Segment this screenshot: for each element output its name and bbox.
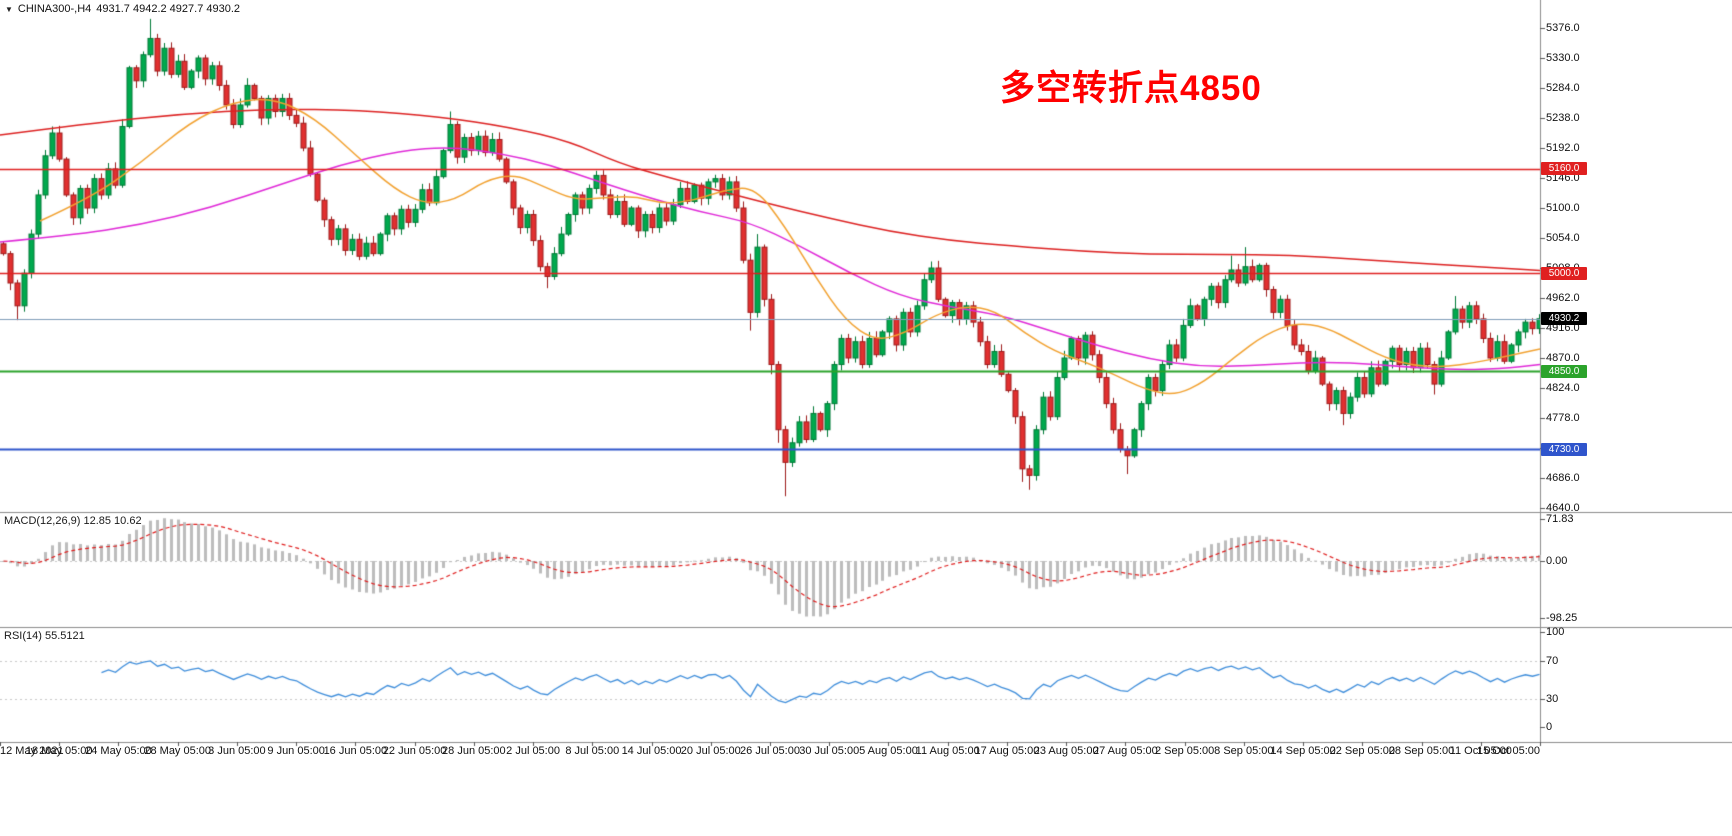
symbol-name: CHINA300-,H4: [17, 3, 92, 15]
macd-label: MACD(12,26,9) 12.85 10.62: [4, 515, 142, 527]
annotation-text: 多空转折点4850: [1000, 69, 1262, 108]
rsi-label: RSI(14) 55.5121: [4, 630, 85, 642]
symbol-ohlc-quote: 4931.7 4942.2 4927.7 4930.2: [96, 3, 241, 15]
symbol-dropdown-icon[interactable]: ▼: [5, 4, 13, 14]
symbol-info-bar: ▼ CHINA300-,H4 4931.7 4942.2 4927.7 4930…: [5, 3, 240, 15]
